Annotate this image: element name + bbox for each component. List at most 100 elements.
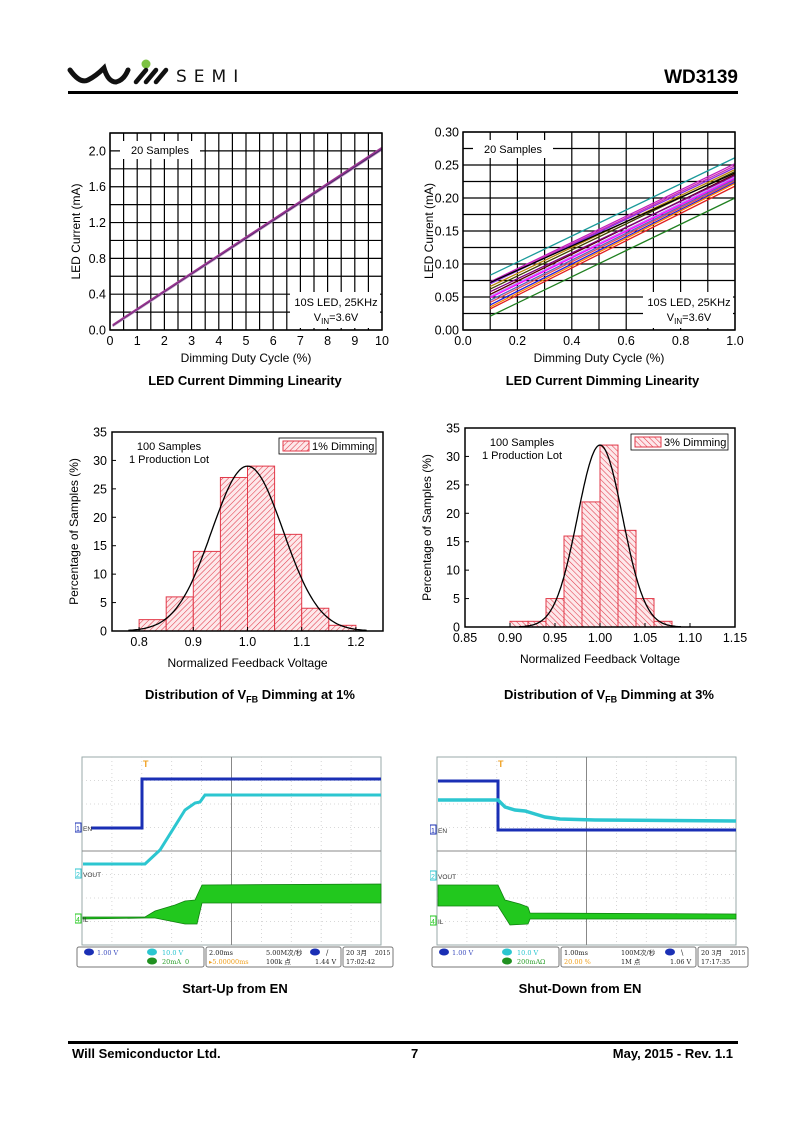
caption-chart2: LED Current Dimming Linearity	[505, 373, 700, 388]
y-tick-label: 0.20	[435, 192, 459, 206]
caption-hist2-sub: FB	[605, 694, 618, 705]
trigger-position: 20.00 %	[564, 958, 591, 966]
ch2-marker-icon	[75, 868, 82, 879]
ch4-label: IL	[438, 919, 444, 926]
histogram-bar	[192, 550, 221, 632]
caption-hist1-post: Dimming at 1%	[258, 687, 355, 702]
ch2-label: VOUT	[83, 872, 101, 879]
company-logo	[66, 58, 176, 90]
histogram-bar	[219, 476, 248, 632]
x-tick-label: 2	[161, 334, 168, 348]
y-tick-label: 15	[446, 535, 460, 549]
x-tick-label: 0.9	[185, 635, 202, 649]
y-tick-label: 35	[93, 426, 107, 440]
ch2-marker-number: 2	[431, 874, 435, 881]
x-axis-label: Dimming Duty Cycle (%)	[534, 351, 665, 365]
y-tick-label: 0.05	[435, 291, 459, 305]
sample-rate: 100M次/秒	[621, 948, 656, 957]
ch2-scale: 10.0 V	[162, 949, 184, 957]
will-logo-icon	[67, 59, 169, 85]
x-tick-label: 0.6	[618, 334, 635, 348]
caption-hist2-post: Dimming at 3%	[617, 687, 714, 702]
y-tick-label: 0.30	[435, 126, 459, 140]
histogram-vfb-3pct: 0 5 10 15 20 25 30 35 0.85 0.90 0.95 1.00 1.05 1.10 1.…	[420, 422, 747, 667]
status-timebase-panel	[560, 946, 697, 968]
x-tick-label: 1.10	[678, 631, 702, 645]
ch1-marker-number: 1	[431, 828, 435, 835]
x-tick-label: 0.85	[453, 631, 477, 645]
ch1-scale: 1.00 V	[97, 949, 119, 957]
caption-scope2: Shut-Down from EN	[518, 981, 642, 996]
timebase: 2.00ms	[209, 949, 233, 957]
series-line-s13	[489, 180, 736, 303]
time: 17:02:42	[346, 958, 375, 966]
x-tick-label: 0.2	[509, 334, 526, 348]
ch1-label: EN	[83, 826, 92, 833]
annotation-sample-count: 100 Samples	[137, 441, 202, 453]
ch1-marker-number: 1	[76, 826, 80, 833]
y-tick-label: 0.00	[435, 324, 459, 338]
trace-vout	[83, 793, 381, 866]
annotation-lot: 1 Production Lot	[129, 454, 209, 466]
x-tick-label: 1.1	[293, 635, 310, 649]
annotation-background	[290, 292, 380, 328]
series-line-s16	[489, 185, 736, 310]
trace-vout	[438, 798, 737, 823]
x-tick-label: 8	[324, 334, 331, 348]
timebase: 1.00ms	[564, 949, 588, 957]
annotation-background	[643, 292, 733, 328]
x-tick-label: 4	[215, 334, 222, 348]
ch4-scale: 20mA	[162, 958, 181, 966]
y-tick-label: 0.15	[435, 225, 459, 239]
histogram-bar	[581, 501, 601, 628]
y-tick-label: 30	[446, 450, 460, 464]
series-line-sample-3	[112, 149, 383, 327]
normal-fit-curve	[128, 465, 367, 632]
annotation-sample-count: 20 Samples	[131, 145, 190, 157]
footer-divider	[68, 1041, 738, 1044]
series-line-s7	[489, 172, 736, 284]
y-axis-label: LED Current (mA)	[69, 183, 83, 279]
ch2-badge-icon	[147, 948, 157, 956]
histogram-bar	[165, 596, 194, 632]
histogram-bar	[527, 620, 547, 628]
ch4-badge-icon	[147, 957, 157, 965]
date: 20 3月	[346, 949, 367, 957]
caption-scope1: Start-Up from EN	[182, 981, 288, 996]
y-tick-label: 0.8	[89, 252, 106, 266]
x-tick-label: 1.0	[239, 635, 256, 649]
histogram-bar	[274, 533, 303, 632]
ch4-badge-icon	[502, 957, 512, 965]
status-datetime-panel	[697, 946, 749, 968]
x-tick-label: 5	[243, 334, 250, 348]
annotation-vin: VIN=3.6V	[314, 312, 359, 326]
status-timebase-panel	[205, 946, 342, 968]
legend-swatch	[282, 440, 310, 452]
header-divider	[68, 91, 738, 94]
footer-page-number: 7	[411, 1046, 419, 1061]
x-axis-label: Normalized Feedback Voltage	[167, 656, 327, 670]
y-tick-label: 25	[446, 478, 460, 492]
x-tick-label: 0	[107, 334, 114, 348]
y-tick-label: 35	[446, 422, 460, 436]
ch1-badge-icon	[84, 948, 94, 956]
histogram-bar	[653, 620, 673, 628]
y-axis-label: Percentage of Samples (%)	[67, 458, 81, 605]
trigger-position: ▸5.00000ms	[209, 958, 249, 966]
series-line-s9	[489, 174, 736, 293]
annotation-condition: 10S LED, 25KHz	[647, 297, 730, 309]
x-tick-label: 1.05	[633, 631, 657, 645]
ch4-marker-icon	[75, 913, 82, 924]
x-tick-label: 1.0	[726, 334, 743, 348]
part-number: WD3139	[664, 67, 738, 88]
footer-revision: May, 2015 - Rev. 1.1	[612, 1046, 733, 1061]
y-tick-label: 0.0	[89, 324, 106, 338]
ch2-label: VOUT	[438, 874, 456, 881]
caption-hist1-sub: FB	[246, 694, 259, 705]
trigger-source-icon	[665, 948, 675, 956]
series-line-s12	[489, 178, 736, 301]
ch2-marker-number: 2	[76, 872, 80, 879]
series-line-s1	[489, 157, 736, 276]
annotation-sample-count: 100 Samples	[490, 437, 555, 449]
